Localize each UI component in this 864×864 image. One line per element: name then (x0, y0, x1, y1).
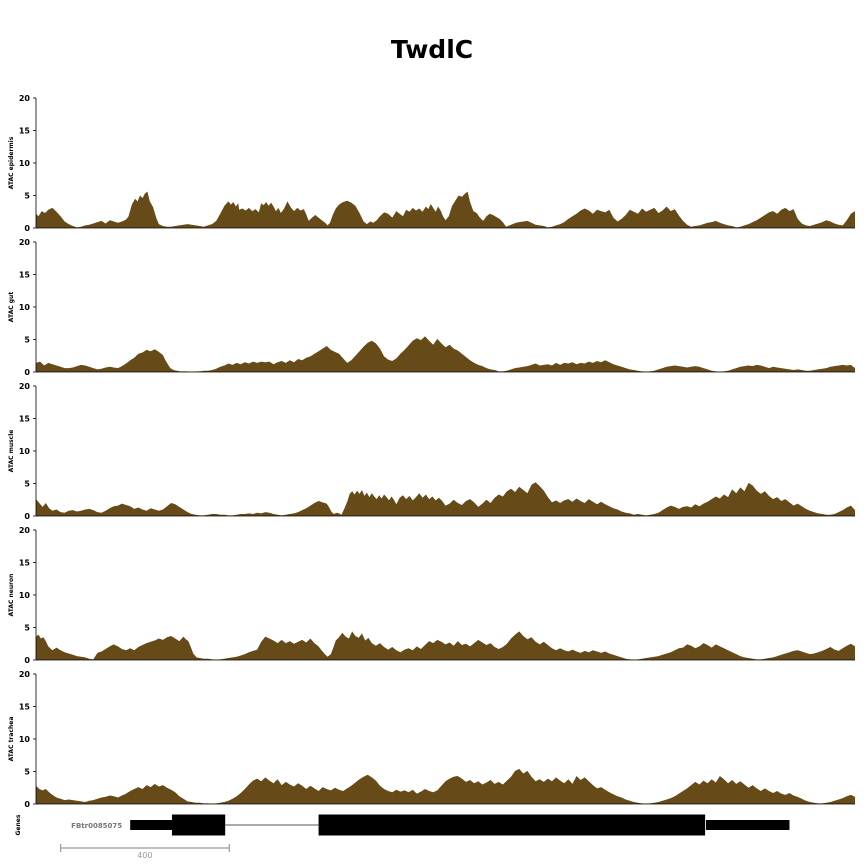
y-tick-label: 20 (19, 526, 31, 535)
y-tick-label: 20 (19, 382, 31, 391)
utr-block (130, 820, 199, 830)
coverage-area (36, 631, 855, 660)
track-label: ATAC muscle (8, 430, 15, 473)
y-tick-label: 10 (19, 303, 31, 312)
chart-title: TwdlC (391, 35, 473, 64)
scale-bar-label: 400 (137, 851, 152, 860)
utr-block (705, 820, 790, 830)
track-label: ATAC epidermis (8, 136, 15, 189)
y-tick-label: 5 (24, 624, 30, 633)
y-tick-label: 20 (19, 94, 31, 103)
exon-block (318, 814, 706, 836)
y-tick-label: 20 (19, 670, 31, 679)
coverage-area (36, 768, 855, 804)
y-tick-label: 5 (24, 336, 30, 345)
y-tick-label: 5 (24, 480, 30, 489)
y-tick-label: 10 (19, 591, 31, 600)
y-tick-label: 15 (19, 271, 31, 280)
y-tick-label: 5 (24, 192, 30, 201)
y-tick-label: 10 (19, 735, 31, 744)
coverage-area (36, 482, 855, 516)
track-panel: 0 5 10 15 20 ATAC gut (8, 238, 855, 377)
transcript-label: FBtr0085075 (71, 822, 122, 830)
y-tick-label: 0 (24, 368, 30, 377)
track-label: ATAC trachea (8, 717, 15, 762)
y-tick-label: 15 (19, 559, 31, 568)
y-tick-label: 0 (24, 224, 30, 233)
y-tick-label: 10 (19, 159, 31, 168)
coverage-area (36, 191, 855, 228)
gene-track: Genes FBtr0085075 400 (15, 814, 790, 860)
y-tick-label: 0 (24, 512, 30, 521)
track-panels: 0 5 10 15 20 ATAC epidermis 0 5 10 15 20 ATAC gut 0 5… (8, 94, 855, 809)
y-tick-label: 0 (24, 656, 30, 665)
track-panel: 0 5 10 15 20 ATAC muscle (8, 382, 855, 521)
y-tick-label: 5 (24, 768, 30, 777)
exon-block (171, 814, 226, 836)
y-tick-label: 15 (19, 415, 31, 424)
y-tick-label: 15 (19, 127, 31, 136)
y-tick-label: 0 (24, 800, 30, 809)
coverage-area (36, 336, 855, 372)
track-label: ATAC gut (8, 292, 15, 323)
genes-track-label: Genes (15, 814, 22, 835)
track-panel: 0 5 10 15 20 ATAC epidermis (8, 94, 855, 233)
y-tick-label: 20 (19, 238, 31, 247)
track-panel: 0 5 10 15 20 ATAC trachea (8, 670, 855, 809)
y-tick-label: 15 (19, 703, 31, 712)
track-label: ATAC neuron (8, 574, 15, 617)
track-panel: 0 5 10 15 20 ATAC neuron (8, 526, 855, 665)
y-tick-label: 10 (19, 447, 31, 456)
